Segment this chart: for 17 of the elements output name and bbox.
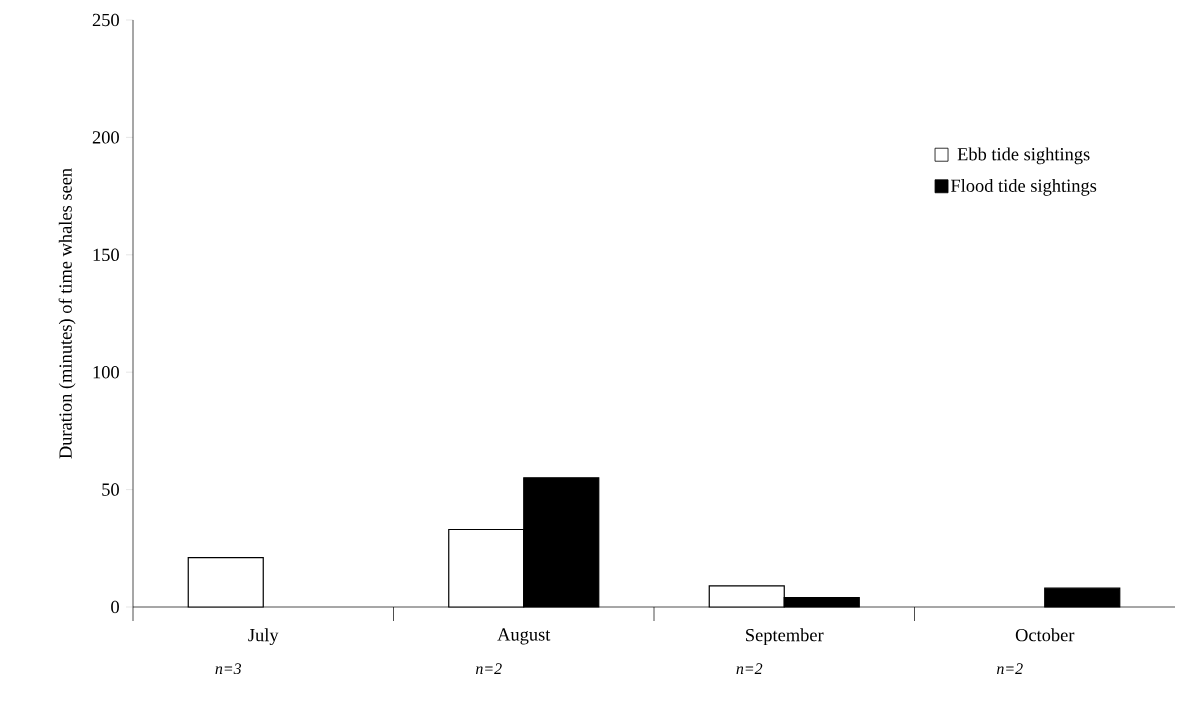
text: n=2 bbox=[475, 663, 502, 674]
y-tick-label: 200 bbox=[92, 131, 119, 144]
y-tick-label: 50 bbox=[102, 483, 119, 496]
x-tick-label: July bbox=[248, 628, 279, 646]
legend-label: Flood tide sightings bbox=[950, 178, 1097, 196]
y-tick-label: 150 bbox=[93, 248, 119, 262]
x-tick-label: October bbox=[1015, 628, 1075, 642]
text: n=2 bbox=[736, 663, 763, 674]
y-tick-label: 0 bbox=[111, 600, 119, 614]
text: n=2 bbox=[996, 663, 1023, 674]
y-axis-title: Duration (minutes) of time whales seen bbox=[58, 168, 76, 459]
y-tick-label: 250 bbox=[92, 13, 119, 27]
x-tick-label: August bbox=[497, 628, 551, 645]
text: n=3 bbox=[215, 663, 242, 675]
legend-label: Ebb tide sightings bbox=[957, 147, 1090, 165]
y-tick-label: 100 bbox=[93, 365, 119, 379]
x-tick-label: September bbox=[746, 628, 824, 646]
